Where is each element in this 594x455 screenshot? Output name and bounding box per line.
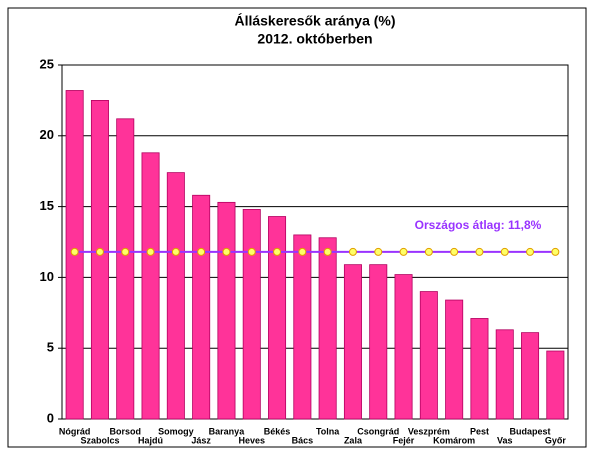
bar (318, 237, 337, 420)
x-tick-label: Hajdú (138, 435, 163, 445)
bar (192, 194, 211, 420)
bar (369, 264, 388, 420)
bar (268, 216, 287, 420)
x-tick-label: Bács (292, 435, 314, 445)
bar (470, 318, 489, 420)
y-tick-label: 15 (40, 198, 54, 213)
x-tick-label: Komárom (433, 435, 475, 445)
average-marker (399, 247, 408, 256)
x-tick-label: Fejér (393, 435, 415, 445)
x-tick-label: Baranya (209, 426, 246, 436)
bar (343, 264, 362, 420)
chart-subtitle: 2012. októberben (257, 31, 372, 47)
plot-area (61, 64, 569, 420)
bar (419, 291, 438, 420)
average-marker (526, 247, 535, 256)
x-tick-label: Somogy (158, 426, 194, 436)
bar (546, 350, 565, 420)
bar (495, 329, 514, 420)
x-tick-label: Budapest (510, 426, 551, 436)
x-tick-label: Békés (264, 426, 291, 436)
average-marker (450, 247, 459, 256)
bar (166, 172, 185, 420)
bar (242, 209, 261, 420)
average-marker (374, 247, 383, 256)
bar (141, 152, 160, 420)
x-tick-label: Győr (545, 435, 567, 445)
average-marker (95, 247, 104, 256)
x-tick-label: Nógrád (59, 426, 91, 436)
average-marker (171, 247, 180, 256)
average-marker (348, 247, 357, 256)
y-tick-label: 25 (40, 56, 54, 71)
y-tick-label: 10 (40, 269, 54, 284)
x-tick-label: Tolna (316, 426, 340, 436)
bar (521, 332, 540, 420)
x-tick-label: Csongrád (357, 426, 399, 436)
x-tick-label: Veszprém (408, 426, 450, 436)
annotation: Országos átlag: 11,8% (415, 218, 542, 232)
bar (217, 201, 236, 420)
average-marker (298, 247, 307, 256)
average-marker (121, 247, 130, 256)
y-tick-label: 20 (40, 127, 54, 142)
bar (394, 274, 413, 420)
average-marker (222, 247, 231, 256)
bar (90, 100, 109, 420)
x-tick-label: Borsod (110, 426, 142, 436)
average-marker (273, 247, 282, 256)
average-marker (551, 247, 560, 256)
x-tick-label: Zala (344, 435, 363, 445)
average-marker (146, 247, 155, 256)
average-marker (323, 247, 332, 256)
x-tick-label: Pest (470, 426, 489, 436)
average-marker (500, 247, 509, 256)
y-tick-label: 5 (47, 340, 54, 355)
x-tick-label: Vas (497, 435, 513, 445)
x-tick-label: Heves (238, 435, 265, 445)
average-marker (197, 247, 206, 256)
y-tick-label: 0 (47, 410, 54, 425)
bar (116, 118, 135, 420)
x-tick-label: Szabolcs (80, 435, 119, 445)
average-marker (475, 247, 484, 256)
bar (445, 299, 464, 420)
bar (293, 234, 312, 420)
x-tick-label: Jász (191, 435, 211, 445)
chart-title: Álláskeresők aránya (%) (234, 13, 395, 29)
average-marker (247, 247, 256, 256)
average-marker (424, 247, 433, 256)
average-marker (70, 247, 79, 256)
